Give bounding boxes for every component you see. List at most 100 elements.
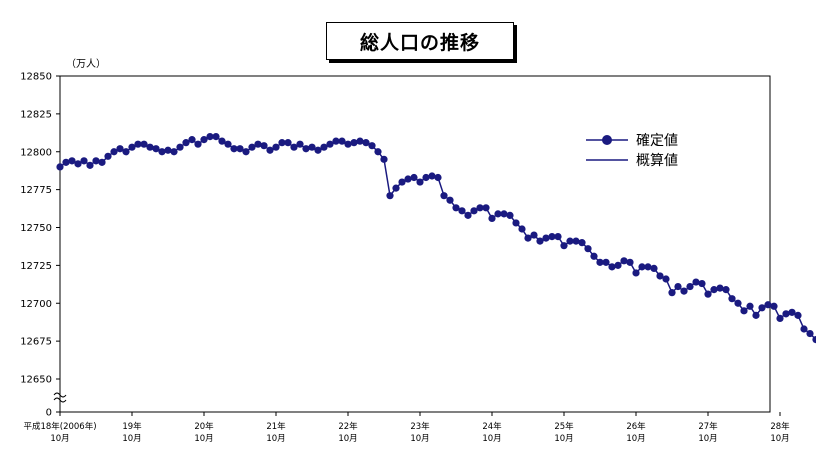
data-point <box>428 172 436 180</box>
data-point <box>236 145 244 153</box>
data-point <box>608 263 616 271</box>
data-point <box>656 272 664 280</box>
data-point <box>68 157 76 165</box>
data-point <box>254 140 262 148</box>
data-point <box>596 258 604 266</box>
data-point <box>500 210 508 218</box>
data-point <box>710 286 718 294</box>
data-point <box>332 137 340 145</box>
legend-label-confirmed: 確定値 <box>636 133 678 149</box>
axis-break-mark <box>53 392 67 398</box>
data-point <box>422 173 430 182</box>
data-point <box>290 143 298 151</box>
data-point <box>140 140 148 148</box>
data-point <box>662 275 670 283</box>
data-point <box>464 211 472 219</box>
data-point <box>62 158 70 166</box>
data-point <box>698 279 706 288</box>
data-point <box>434 173 442 182</box>
data-point <box>368 142 376 150</box>
legend: 確定値 概算値 <box>584 130 678 170</box>
x-tick-label-year: 平成18年(2006年) <box>23 421 96 432</box>
legend-item-estimate: 概算値 <box>584 150 678 170</box>
data-point <box>98 158 106 166</box>
data-point <box>668 289 676 297</box>
data-point <box>644 263 652 271</box>
data-point <box>524 234 532 242</box>
data-point <box>746 302 754 310</box>
y-tick-label: 12650 <box>20 375 52 386</box>
x-tick-label-month: 10月 <box>698 434 717 444</box>
legend-label-estimate: 概算値 <box>636 153 678 169</box>
data-point <box>350 139 358 147</box>
y-tick-label: 12850 <box>20 72 52 83</box>
y-tick-label: 12675 <box>20 337 52 348</box>
data-point <box>452 204 460 212</box>
legend-swatch-line <box>586 159 628 161</box>
plot-frame <box>59 75 771 413</box>
y-tick-label: 0 <box>46 408 52 419</box>
data-point <box>404 175 412 183</box>
data-point <box>674 282 682 291</box>
data-point <box>260 142 268 150</box>
data-point <box>374 148 382 156</box>
x-tick-label-year: 21年 <box>266 421 286 432</box>
x-tick-label-year: 27年 <box>698 421 718 432</box>
x-tick-label-month: 10月 <box>50 434 69 444</box>
x-tick-label-month: 10月 <box>482 434 501 444</box>
y-tick-label: 12775 <box>20 185 52 196</box>
data-point <box>182 139 190 147</box>
data-point <box>776 314 784 322</box>
data-point <box>152 145 160 153</box>
data-point <box>752 311 760 319</box>
data-point <box>206 133 214 141</box>
data-point <box>230 145 238 153</box>
data-point <box>728 295 736 303</box>
data-point <box>224 140 232 148</box>
data-point <box>158 148 166 156</box>
x-tick-label-month: 10月 <box>194 434 213 444</box>
x-tick-label-month: 10月 <box>626 434 645 444</box>
x-tick-label-year: 28年 <box>770 421 790 432</box>
x-tick-label-month: 10月 <box>770 434 789 444</box>
x-tick-label-month: 10月 <box>410 434 429 444</box>
x-tick-label-month: 10月 <box>554 434 573 444</box>
data-point <box>740 307 748 315</box>
data-point <box>470 207 478 215</box>
data-point <box>314 146 322 154</box>
data-point <box>650 264 658 273</box>
data-point <box>56 163 64 171</box>
data-point <box>326 140 334 148</box>
data-point <box>458 207 466 215</box>
x-tick-label-year: 22年 <box>338 421 358 432</box>
data-point <box>782 310 790 318</box>
data-point <box>560 242 568 250</box>
data-point <box>806 329 814 338</box>
data-point <box>104 152 112 160</box>
series-line-confirmed <box>59 135 816 341</box>
data-point <box>356 137 364 145</box>
data-point <box>302 145 310 153</box>
data-point <box>410 173 418 182</box>
x-tick-label-year: 23年 <box>410 421 430 432</box>
data-point <box>800 325 808 333</box>
data-point <box>440 192 448 200</box>
y-tick-label: 12725 <box>20 261 52 272</box>
data-point <box>734 299 742 307</box>
data-point <box>494 210 502 218</box>
data-point <box>284 139 292 147</box>
data-point <box>248 143 256 151</box>
data-point <box>212 133 220 141</box>
data-point <box>176 143 184 151</box>
x-tick-label-year: 24年 <box>482 421 502 432</box>
data-point <box>320 143 328 151</box>
legend-swatch-line-markers <box>586 135 628 145</box>
data-point <box>554 232 562 241</box>
data-point <box>164 146 172 154</box>
data-point <box>272 143 280 151</box>
data-point <box>110 148 118 156</box>
y-tick-label: 12825 <box>20 109 52 120</box>
x-tick-label-year: 25年 <box>554 421 574 432</box>
data-point <box>242 148 250 156</box>
